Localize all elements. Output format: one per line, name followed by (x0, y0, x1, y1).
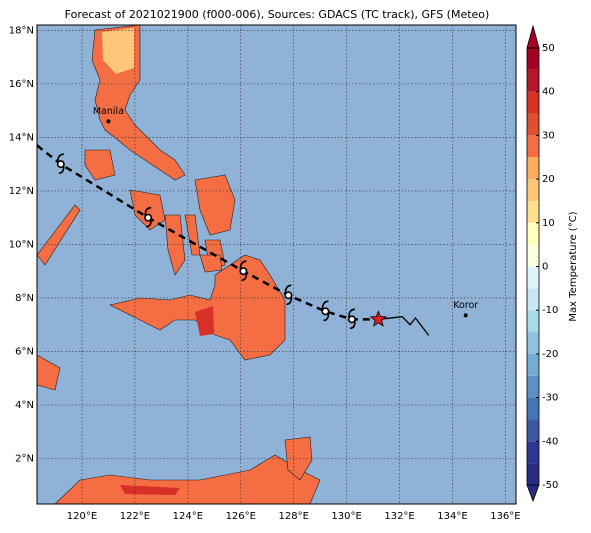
colorbar-band (527, 441, 539, 464)
colorbar-tick-label: 40 (542, 87, 555, 98)
cyclone-arm (286, 297, 293, 306)
colorbar-band (527, 463, 539, 485)
cyclone-arm (146, 219, 152, 228)
colorbar-band (527, 157, 539, 180)
colorbar-band (527, 353, 539, 376)
lat-tick-label: 18°N (9, 25, 34, 36)
map-frame (36, 24, 517, 505)
colorbar-tick-label: -30 (542, 393, 558, 404)
colorbar-band (527, 222, 539, 245)
lon-tick-label: 130°E (331, 511, 361, 522)
colorbar-tick-label: 30 (542, 130, 555, 141)
lat-tick-label: 16°N (9, 79, 34, 90)
lat-tick-label: 6°N (15, 346, 34, 357)
colorbar-tick-label: -50 (542, 480, 558, 491)
colorbar-band (527, 135, 539, 158)
colorbar-band (527, 200, 539, 223)
colorbar-band (527, 288, 539, 311)
cyclone-arm (321, 300, 329, 310)
colorbar-extend-top (526, 24, 540, 49)
colorbar-band (527, 332, 539, 354)
lat-tick-label: 2°N (15, 454, 34, 465)
cyclone-symbol (239, 260, 248, 281)
cyclone-symbol (144, 206, 153, 228)
lat-tick-label: 8°N (15, 293, 34, 304)
colorbar-band (527, 91, 539, 114)
current-position (369, 310, 388, 327)
cyclone-symbol (284, 284, 293, 306)
cyclone-eye (284, 291, 293, 300)
colorbar-tick-label: 50 (542, 43, 555, 54)
lat-tick-label: 4°N (15, 400, 34, 411)
lon-tick-label: 120°E (67, 511, 97, 522)
cyclone-arm (58, 166, 65, 174)
colorbar-label: Max Temperature (°C) (568, 211, 579, 321)
lon-tick-label: 134°E (437, 511, 467, 522)
lon-tick-label: 132°E (384, 511, 414, 522)
colorbar-band (527, 179, 539, 201)
cyclone-arm (57, 153, 64, 163)
cyclone-symbol (347, 308, 356, 330)
cyclone-symbol (321, 300, 330, 322)
colorbar-tick-label: -40 (542, 436, 558, 447)
cyclone-symbol (56, 153, 65, 174)
lat-tick-label: 14°N (9, 132, 34, 143)
colorbar-tick-label: -10 (542, 305, 558, 316)
cyclone-eye (321, 307, 330, 316)
lon-tick-label: 124°E (173, 511, 203, 522)
lon-tick-label: 126°E (226, 511, 256, 522)
colorbar-tick-label: 20 (542, 174, 555, 185)
colorbar-band (527, 266, 539, 289)
colorbar-band (527, 419, 539, 442)
cyclone-arm (144, 206, 152, 216)
colorbar-band (527, 375, 539, 398)
cyclone-arm (348, 308, 355, 318)
cyclone-eye (56, 160, 65, 169)
colorbar-tick-label: 10 (542, 218, 555, 229)
land (36, 24, 321, 505)
colorbar-tick-label: -20 (542, 349, 558, 360)
cyclone-arm (284, 284, 292, 294)
observed-track (378, 316, 430, 336)
lat-tick-label: 10°N (9, 239, 34, 250)
city-marker (463, 313, 468, 318)
colorbar-extend-bottom (526, 484, 540, 503)
city-label: Manila (93, 106, 124, 117)
cyclone-arm (323, 313, 330, 322)
title: Forecast of 2021021900 (f000-006), Sourc… (65, 8, 490, 21)
city-label: Koror (453, 300, 478, 311)
colorbar-band (527, 310, 539, 333)
cyclone-eye (347, 315, 356, 324)
cyclone-arm (239, 260, 247, 270)
colorbar-tick-label: 0 (542, 262, 548, 273)
lon-tick-label: 122°E (120, 511, 150, 522)
colorbar-band (527, 244, 539, 267)
colorbar-band (527, 113, 539, 136)
lon-tick-label: 128°E (278, 511, 308, 522)
cyclone-arm (241, 273, 248, 281)
city-marker (106, 119, 111, 124)
colorbar-band (527, 397, 539, 420)
lon-tick-label: 136°E (490, 511, 520, 522)
colorbar-band (527, 69, 539, 92)
cyclone-arm (349, 321, 356, 330)
forecast-track (36, 144, 379, 321)
cyclone-eye (144, 213, 153, 222)
lat-tick-label: 12°N (9, 186, 34, 197)
cyclone-eye (239, 267, 248, 276)
colorbar-band (527, 48, 539, 70)
